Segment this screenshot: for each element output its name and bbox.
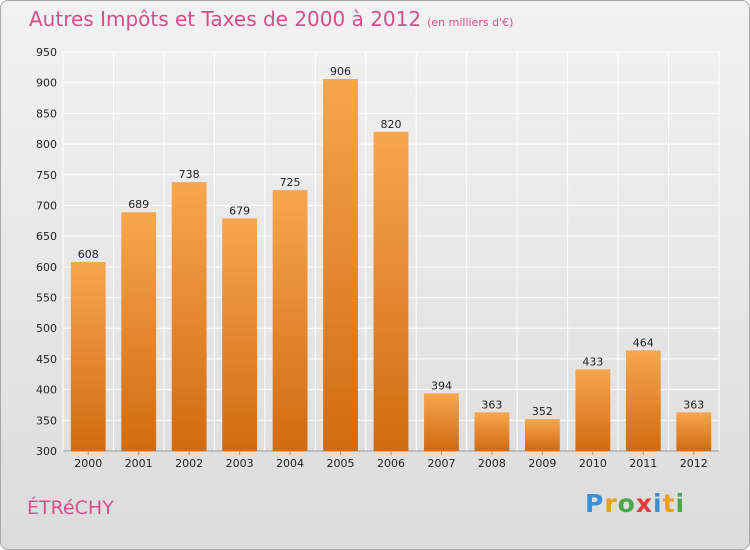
proxiti-logo: Proxiti: [585, 489, 685, 518]
x-tick-label: 2012: [680, 457, 708, 470]
x-tick-label: 2003: [226, 457, 254, 470]
bar-2012: [676, 412, 712, 451]
x-tick-label: 2008: [478, 457, 506, 470]
bar-2002: [171, 182, 207, 452]
data-label: 679: [229, 204, 250, 217]
data-label: 363: [481, 398, 502, 411]
logo-letter: P: [585, 489, 605, 518]
data-label: 906: [330, 65, 351, 78]
x-tick-label: 2009: [528, 457, 556, 470]
logo-letter: i: [675, 489, 686, 518]
x-tick-label: 2011: [629, 457, 657, 470]
x-tick-label: 2004: [276, 457, 304, 470]
data-label: 394: [431, 379, 452, 392]
bar-2010: [575, 369, 611, 451]
commune-name: ÉTRéCHY: [27, 497, 114, 519]
logo-letter: o: [617, 489, 636, 518]
y-tick-label: 400: [36, 384, 57, 397]
y-tick-label: 650: [36, 230, 57, 243]
data-label: 363: [683, 398, 704, 411]
unit-label: (en milliers d'€): [427, 16, 514, 29]
data-label: 352: [532, 405, 553, 418]
label-layer: 300 350 400 450 500 550 600 650 700 750 800 850 900 9…: [36, 46, 708, 470]
data-label: 608: [78, 248, 99, 261]
data-label: 738: [179, 168, 200, 181]
y-tick-label: 750: [36, 169, 57, 182]
title-text: Autres Impôts et Taxes de 2000 à 2012: [29, 7, 422, 31]
x-tick-label: 2007: [427, 457, 455, 470]
bar-2011: [625, 350, 661, 451]
y-tick-label: 300: [36, 445, 57, 458]
bar-2008: [474, 412, 510, 451]
bar-2003: [222, 218, 258, 451]
bar-2007: [424, 393, 459, 451]
data-label: 464: [633, 336, 654, 349]
bar-2006: [373, 131, 409, 452]
y-tick-label: 900: [36, 77, 57, 90]
data-label: 689: [128, 198, 149, 211]
logo-letter: r: [604, 489, 618, 518]
x-tick-label: 2005: [327, 457, 355, 470]
y-tick-label: 500: [36, 322, 57, 335]
data-label: 433: [582, 355, 603, 368]
x-tick-label: 2006: [377, 457, 405, 470]
x-tick-label: 2002: [175, 457, 203, 470]
logo-letter: i: [653, 489, 663, 518]
x-tick-label: 2000: [74, 457, 102, 470]
x-tick-label: 2010: [579, 457, 607, 470]
bar-2004: [272, 190, 308, 451]
y-tick-label: 550: [36, 292, 57, 305]
bar-2001: [121, 212, 157, 451]
logo-letter: x: [635, 489, 653, 518]
y-tick-label: 450: [36, 353, 57, 366]
chart-title: Autres Impôts et Taxes de 2000 à 2012 (en…: [29, 7, 513, 31]
bar-2009: [524, 419, 560, 451]
bar-2005: [323, 79, 358, 452]
bar-layer: [70, 79, 712, 452]
logo-letter: t: [662, 489, 676, 518]
data-label: 820: [381, 118, 402, 131]
data-label: 725: [280, 176, 301, 189]
y-tick-label: 600: [36, 261, 57, 274]
x-tick-label: 2001: [125, 457, 153, 470]
y-tick-label: 800: [36, 138, 57, 151]
bar-2000: [70, 261, 106, 451]
y-tick-label: 700: [36, 199, 57, 212]
y-tick-label: 950: [36, 46, 57, 59]
y-tick-label: 850: [36, 107, 57, 120]
y-tick-label: 350: [36, 414, 57, 427]
